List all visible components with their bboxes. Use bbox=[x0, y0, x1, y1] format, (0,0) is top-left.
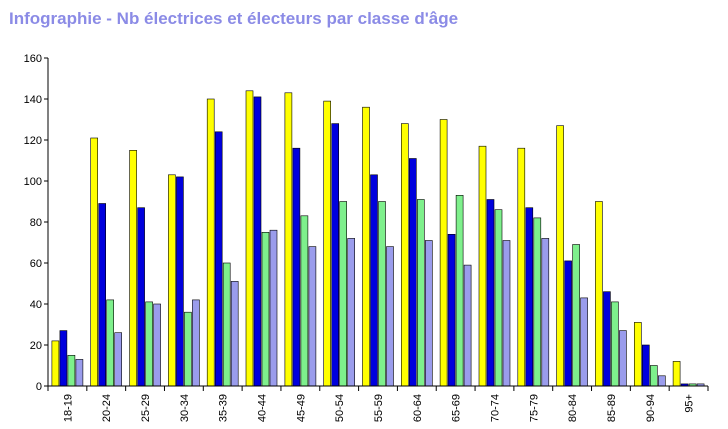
bar-30-34-series-2 bbox=[176, 176, 184, 387]
bar-40-44-series-1 bbox=[245, 90, 254, 387]
bar-75-79-series-4 bbox=[541, 238, 550, 387]
bar-25-29-series-3 bbox=[145, 301, 153, 387]
bar-50-54-series-4 bbox=[347, 238, 356, 387]
bar-80-84-series-3 bbox=[572, 244, 580, 387]
y-ticks-layer: 0 20 40 60 80 100 120 140 160 bbox=[24, 53, 48, 393]
bar-70-74-series-1 bbox=[478, 145, 487, 387]
x-tick-label: 40-44 bbox=[257, 394, 269, 422]
x-ticks-layer: 18-19 20-24 25-29 30-34 35-39 40-44 45-49 50-54… bbox=[47, 386, 709, 422]
x-tick-label: 90-94 bbox=[645, 394, 657, 422]
bar-25-29-series-4 bbox=[153, 303, 161, 387]
bar-70-74-series-4 bbox=[502, 240, 511, 387]
bar-85-89-series-4 bbox=[619, 330, 627, 387]
bar-45-49-series-3 bbox=[300, 215, 309, 387]
x-tick-label: 85-89 bbox=[606, 394, 618, 422]
bar-35-39-series-2 bbox=[214, 131, 223, 387]
bar-50-54-series-3 bbox=[339, 201, 348, 387]
bar-20-24-series-1 bbox=[90, 137, 98, 387]
bar-80-84-series-1 bbox=[556, 125, 564, 387]
bar-60-64-series-3 bbox=[416, 199, 425, 387]
bar-45-49-series-1 bbox=[284, 92, 293, 387]
x-tick-label: 95+ bbox=[684, 394, 696, 413]
bar-55-59-series-3 bbox=[378, 201, 386, 387]
bar-90-94-series-4 bbox=[657, 375, 666, 387]
y-tick-label: 160 bbox=[24, 53, 42, 65]
bar-35-39-series-1 bbox=[206, 98, 215, 387]
bar-50-54-series-1 bbox=[323, 100, 332, 387]
y-tick-label: 60 bbox=[30, 258, 42, 270]
bar-25-29-series-2 bbox=[137, 207, 145, 387]
bar-18-19-series-3 bbox=[67, 354, 76, 387]
chart-title: Infographie - Nb électrices et électeurs… bbox=[9, 9, 459, 28]
bar-85-89-series-1 bbox=[595, 201, 603, 387]
bar-65-69-series-2 bbox=[447, 234, 456, 387]
bar-55-59-series-2 bbox=[370, 174, 378, 387]
bar-90-94-series-2 bbox=[641, 344, 650, 387]
bar-80-84-series-2 bbox=[564, 260, 572, 387]
bar-20-24-series-2 bbox=[98, 203, 106, 387]
bar-55-59-series-1 bbox=[362, 106, 370, 387]
x-tick-label: 50-54 bbox=[334, 394, 346, 422]
x-tick-label: 18-19 bbox=[62, 394, 74, 422]
x-tick-label: 80-84 bbox=[567, 394, 579, 422]
y-tick-label: 80 bbox=[30, 217, 42, 229]
bar-95+-series-1 bbox=[672, 361, 681, 387]
y-tick-label: 100 bbox=[24, 176, 42, 188]
bar-90-94-series-3 bbox=[649, 365, 658, 387]
x-tick-label: 30-34 bbox=[179, 394, 191, 422]
y-tick-label: 40 bbox=[30, 299, 42, 311]
bar-80-84-series-4 bbox=[580, 297, 588, 387]
bar-18-19-series-1 bbox=[51, 340, 60, 387]
bar-45-49-series-2 bbox=[292, 147, 301, 387]
bar-60-64-series-2 bbox=[408, 158, 417, 387]
y-tick-label: 140 bbox=[24, 94, 42, 106]
bar-65-69-series-4 bbox=[463, 264, 472, 387]
bar-75-79-series-1 bbox=[517, 147, 526, 387]
bar-25-29-series-1 bbox=[129, 150, 137, 387]
y-tick-label: 120 bbox=[24, 135, 42, 147]
bar-75-79-series-3 bbox=[533, 217, 542, 387]
bar-50-54-series-2 bbox=[331, 123, 340, 387]
bar-45-49-series-4 bbox=[308, 246, 317, 387]
y-tick-label: 0 bbox=[36, 381, 42, 393]
bar-65-69-series-3 bbox=[455, 195, 464, 387]
bar-18-19-series-2 bbox=[59, 330, 68, 387]
bar-30-34-series-3 bbox=[184, 311, 192, 387]
bar-35-39-series-3 bbox=[222, 262, 231, 387]
bar-18-19-series-4 bbox=[75, 359, 84, 387]
bar-85-89-series-2 bbox=[603, 291, 611, 387]
x-tick-label: 60-64 bbox=[412, 394, 424, 422]
bar-55-59-series-4 bbox=[386, 246, 394, 387]
bar-70-74-series-3 bbox=[494, 209, 503, 387]
bar-60-64-series-4 bbox=[424, 240, 433, 387]
bar-90-94-series-1 bbox=[633, 322, 642, 387]
bar-20-24-series-3 bbox=[106, 299, 114, 387]
x-tick-label: 20-24 bbox=[101, 394, 113, 422]
x-tick-label: 35-39 bbox=[218, 394, 230, 422]
x-tick-label: 55-59 bbox=[373, 394, 385, 422]
bar-40-44-series-2 bbox=[253, 96, 262, 387]
bar-30-34-series-4 bbox=[192, 299, 200, 387]
bar-75-79-series-2 bbox=[525, 207, 534, 387]
bar-65-69-series-1 bbox=[439, 119, 448, 387]
x-tick-label: 65-69 bbox=[451, 394, 463, 422]
bar-40-44-series-3 bbox=[261, 232, 270, 387]
y-tick-label: 20 bbox=[30, 340, 42, 352]
x-tick-label: 25-29 bbox=[140, 394, 152, 422]
bar-40-44-series-4 bbox=[269, 229, 278, 387]
x-tick-label: 70-74 bbox=[489, 394, 501, 422]
bar-35-39-series-4 bbox=[230, 281, 239, 387]
x-tick-label: 75-79 bbox=[528, 394, 540, 422]
bar-60-64-series-1 bbox=[400, 123, 409, 387]
bar-85-89-series-3 bbox=[611, 301, 619, 387]
x-tick-label: 45-49 bbox=[295, 394, 307, 422]
bar-70-74-series-2 bbox=[486, 199, 495, 387]
bar-20-24-series-4 bbox=[114, 332, 122, 387]
bar-30-34-series-1 bbox=[168, 174, 176, 387]
bars-layer bbox=[51, 90, 705, 387]
